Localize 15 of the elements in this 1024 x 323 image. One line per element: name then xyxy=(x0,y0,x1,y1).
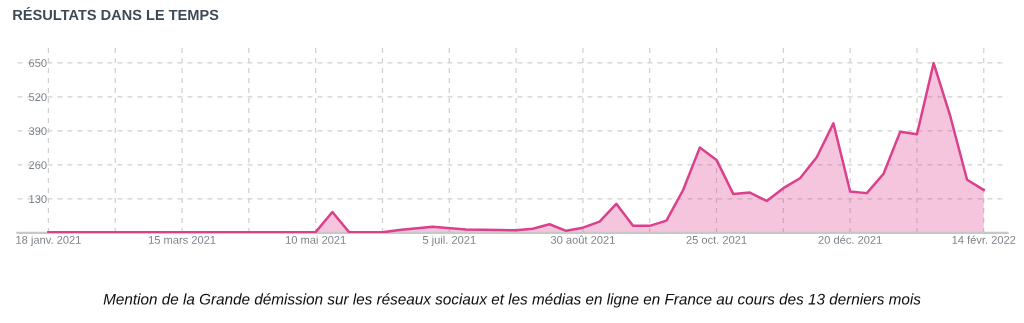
y-tick-label: 260 xyxy=(29,161,47,170)
text: Mention de la Grande démission sur les réseaux sociaux et les médias en ligne en France au cours des 13 derniers mois xyxy=(103,293,921,308)
y-tick-label: 130 xyxy=(29,195,47,204)
chart-title: RÉSULTATS DANS LE TEMPS xyxy=(13,7,219,21)
x-tick-label: 30 août 2021 xyxy=(550,235,615,244)
y-tick-label: 390 xyxy=(28,127,47,136)
x-tick-label: 20 déc. 2021 xyxy=(818,235,882,244)
x-tick-label: 5 juil. 2021 xyxy=(422,235,476,247)
x-tick-label: 25 oct. 2021 xyxy=(686,235,747,244)
x-tick-label: 10 mai 2021 xyxy=(285,235,346,244)
x-tick-label: 18 janv. 2021 xyxy=(16,235,81,247)
y-tick-label: 520 xyxy=(28,93,47,102)
x-tick-label: 15 mars 2021 xyxy=(148,235,216,244)
y-tick-label: 650 xyxy=(29,59,47,67)
x-tick-label: 14 févr. 2022 xyxy=(952,235,1016,244)
